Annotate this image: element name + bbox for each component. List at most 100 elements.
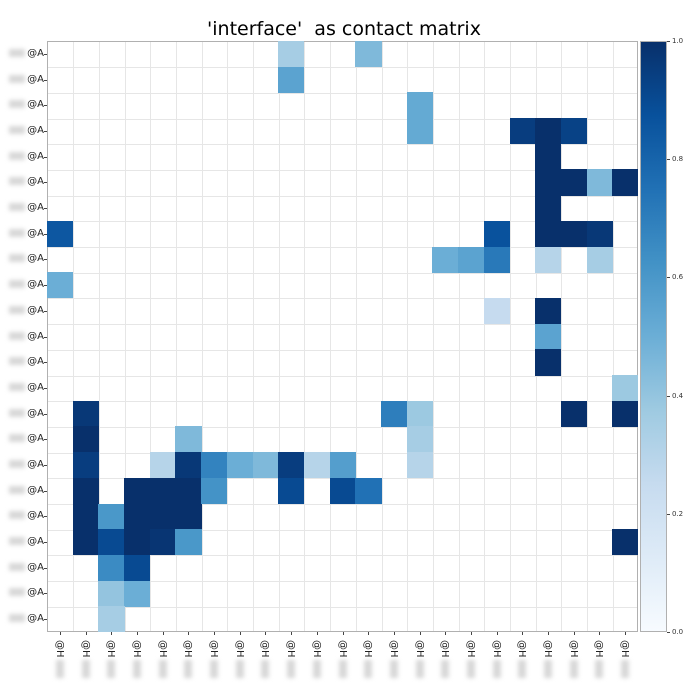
redacted-residue-number — [9, 177, 26, 186]
heatmap-cell — [483, 297, 510, 325]
gridline — [48, 324, 637, 326]
row-label-text: @A — [27, 407, 44, 419]
heatmap-cell — [149, 477, 176, 504]
redacted-residue-number — [9, 562, 26, 571]
heatmap-cell — [381, 400, 408, 427]
column-label-text: @H — [464, 640, 476, 658]
heatmap-cell — [226, 452, 254, 479]
row-label-text: @A — [27, 330, 44, 342]
column-label-text: @H — [567, 640, 579, 658]
heatmap-cell — [175, 503, 202, 530]
heatmap-cell — [329, 477, 356, 504]
row-label-text: @A — [27, 73, 44, 85]
row-label: @A — [0, 356, 44, 368]
row-label: @A — [0, 99, 44, 111]
x-tick — [419, 632, 421, 635]
redacted-residue-number — [9, 382, 26, 391]
heatmap-cell — [560, 169, 588, 196]
gridline — [227, 42, 229, 631]
heatmap-cell — [98, 606, 125, 633]
column-label-text: @H — [542, 640, 554, 658]
heatmap-cell — [586, 169, 613, 196]
redacted-residue-number — [338, 660, 347, 678]
gridline — [48, 118, 637, 120]
redacted-residue-number — [621, 660, 630, 678]
heatmap-cell — [201, 477, 228, 504]
heatmap-cell — [124, 503, 151, 530]
gridline — [253, 42, 255, 631]
row-label-text: @A — [27, 433, 44, 445]
gridline — [48, 606, 637, 608]
gridline — [304, 42, 306, 631]
redacted-residue-number — [9, 125, 26, 134]
redacted-residue-number — [389, 660, 398, 678]
row-label-text: @A — [27, 279, 44, 291]
redacted-residue-number — [9, 280, 26, 289]
row-label-text: @A — [27, 510, 44, 522]
gridline — [612, 42, 614, 631]
chart-title: 'interface' as contact matrix — [207, 18, 481, 40]
row-label: @A — [0, 125, 44, 137]
heatmap-cell — [586, 220, 613, 248]
x-tick — [522, 632, 524, 635]
row-label: @A — [0, 536, 44, 548]
redacted-residue-number — [9, 434, 26, 443]
heatmap-cell — [535, 143, 562, 170]
x-tick — [445, 632, 447, 635]
gridline — [510, 42, 512, 631]
column-label-text: @H — [439, 640, 451, 658]
heatmap-cell — [175, 452, 202, 479]
heatmap-cell — [535, 169, 562, 196]
gridline — [48, 581, 637, 583]
column-label-text: @H — [593, 640, 605, 658]
heatmap-cell — [72, 477, 99, 504]
y-tick — [44, 259, 47, 261]
row-label-text: @A — [27, 99, 44, 111]
colorbar — [640, 41, 667, 632]
row-label: @A — [0, 74, 44, 86]
gridline — [98, 42, 100, 631]
x-tick — [368, 632, 370, 635]
row-label-text: @A — [27, 536, 44, 548]
gridline — [73, 42, 75, 631]
gridline — [432, 42, 434, 631]
heatmap-cell — [406, 118, 433, 145]
redacted-residue-number — [9, 254, 26, 263]
heatmap-cell — [47, 220, 74, 248]
heatmap-cell — [175, 426, 202, 453]
gridline — [587, 42, 589, 631]
column-label-text: @H — [516, 640, 528, 658]
column-label-text: @H — [285, 640, 297, 658]
gridline — [48, 529, 637, 531]
y-tick — [44, 464, 47, 466]
y-tick — [44, 182, 47, 184]
colorbar-tick-label: 0.2 — [672, 509, 684, 518]
column-label-text: @H — [490, 640, 502, 658]
redacted-residue-number — [9, 357, 26, 366]
row-label: @A — [0, 48, 44, 60]
heatmap-cell — [612, 375, 639, 402]
heatmap-cell — [406, 400, 433, 427]
heatmap-cell — [72, 426, 99, 453]
row-label: @A — [0, 151, 44, 163]
row-label: @A — [0, 382, 44, 394]
heatmap-cell — [560, 220, 588, 248]
y-tick — [44, 130, 47, 132]
x-tick — [548, 632, 550, 635]
redacted-residue-number — [210, 660, 219, 678]
heatmap-cell — [149, 529, 176, 556]
row-label: @A — [0, 562, 44, 574]
column-label-text: @H — [336, 640, 348, 658]
x-tick — [214, 632, 216, 635]
redacted-residue-number — [9, 614, 26, 623]
x-tick — [136, 632, 138, 635]
heatmap-cell — [355, 41, 382, 68]
gridline — [48, 247, 637, 249]
redacted-residue-number — [492, 660, 501, 678]
column-label-text: @H — [310, 640, 322, 658]
column-label-text: @H — [79, 640, 91, 658]
colorbar-tick — [667, 395, 670, 397]
heatmap-cell — [278, 41, 305, 68]
heatmap-cell — [72, 529, 99, 556]
redacted-residue-number — [261, 660, 270, 678]
